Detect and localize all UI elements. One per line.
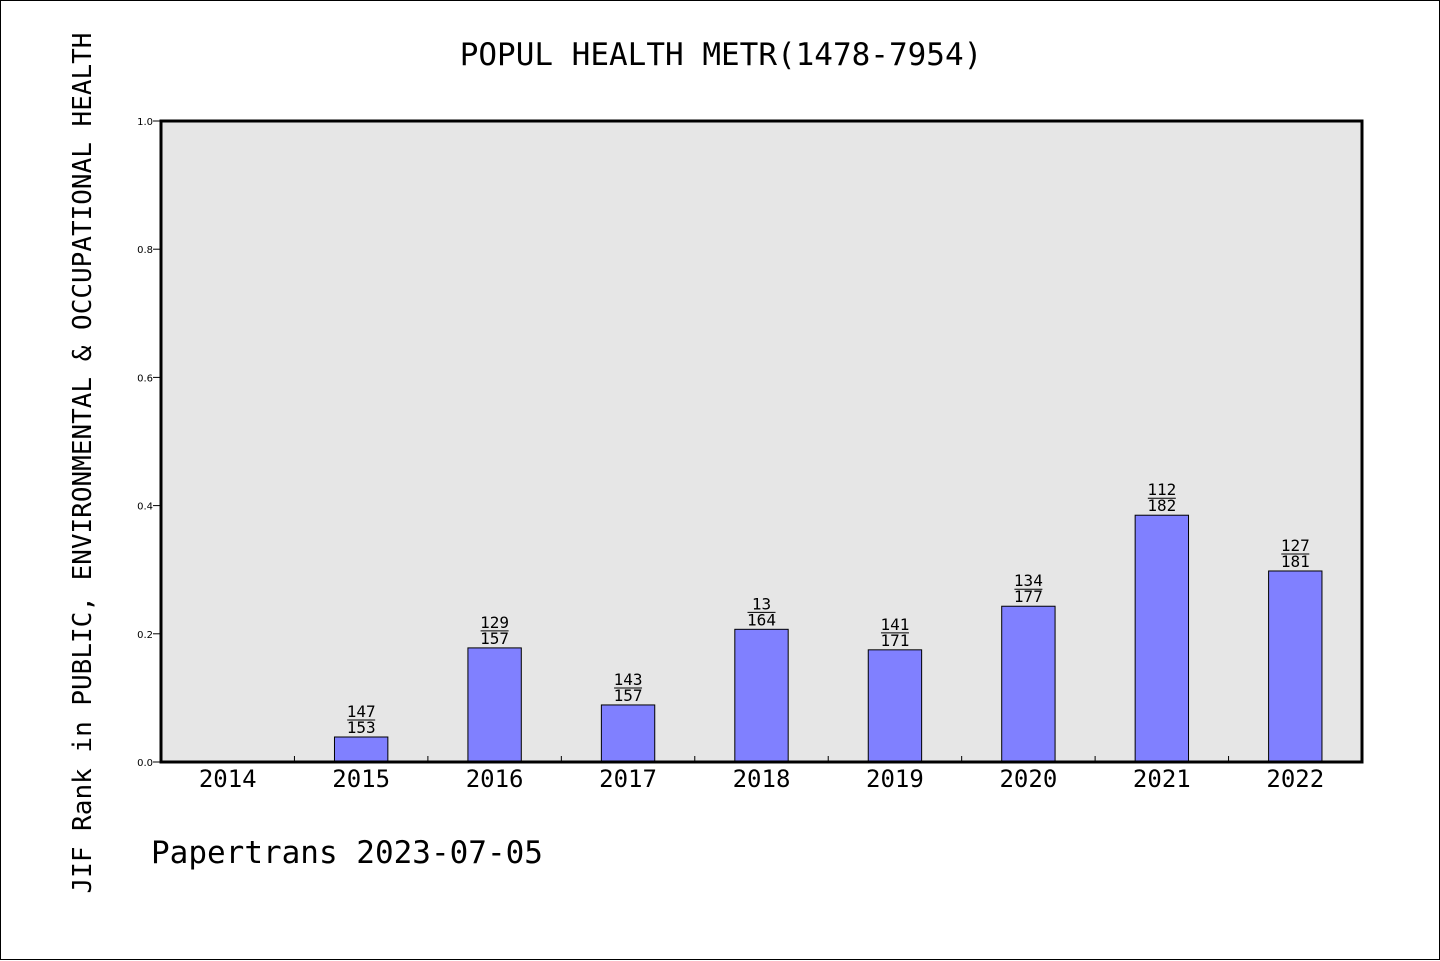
y-tick-label: 0.6 xyxy=(137,373,153,384)
x-tick-label: 2014 xyxy=(199,765,257,793)
bar-2022 xyxy=(1268,570,1323,763)
x-tick-label: 2022 xyxy=(1266,765,1324,793)
x-tick-label: 2018 xyxy=(733,765,791,793)
bar-total-label: 181 xyxy=(1281,552,1310,571)
y-tick-label: 0.8 xyxy=(137,245,153,256)
y-tick-label: 0.2 xyxy=(137,630,153,641)
plot-border xyxy=(159,119,1364,764)
bar-2018 xyxy=(734,628,789,763)
bar-rank-label: 134 xyxy=(1014,571,1043,590)
bar-rank-label: 129 xyxy=(480,613,509,632)
bar-total-label: 153 xyxy=(347,718,376,737)
y-tick-label: 0.4 xyxy=(137,502,153,513)
bar-rank-label: 147 xyxy=(347,702,376,721)
chart-title: POPUL HEALTH METR(1478-7954) xyxy=(459,37,983,73)
bar-rank-label: 112 xyxy=(1147,480,1176,499)
x-tick-label: 2015 xyxy=(332,765,390,793)
bar-2019 xyxy=(867,649,923,763)
bar-rank-label: 143 xyxy=(614,670,643,689)
bar-2020 xyxy=(1001,605,1056,763)
y-tick-label: 0.0 xyxy=(137,758,153,769)
x-tick-label: 2016 xyxy=(466,765,524,793)
x-tick-label: 2020 xyxy=(999,765,1057,793)
x-tick-label: 2019 xyxy=(866,765,924,793)
x-tick-label: 2021 xyxy=(1133,765,1191,793)
bar-2015 xyxy=(333,736,389,763)
bar-2016 xyxy=(467,647,522,763)
y-tick-label: 1.0 xyxy=(137,117,153,128)
bar-total-label: 157 xyxy=(480,629,509,648)
bar-rank-label: 141 xyxy=(880,615,909,634)
bar-total-label: 177 xyxy=(1014,587,1043,606)
bar-total-label: 164 xyxy=(747,610,776,629)
bar-total-label: 157 xyxy=(614,686,643,705)
footer-credit: Papertrans 2023-07-05 xyxy=(151,835,543,871)
bar-rank-label: 13 xyxy=(752,594,771,613)
x-tick-label: 2017 xyxy=(599,765,657,793)
bar-2017 xyxy=(600,704,656,763)
bar-2021 xyxy=(1134,514,1190,763)
bar-total-label: 182 xyxy=(1147,496,1176,515)
bar-rank-label: 127 xyxy=(1281,536,1310,555)
bar-total-label: 171 xyxy=(880,631,909,650)
